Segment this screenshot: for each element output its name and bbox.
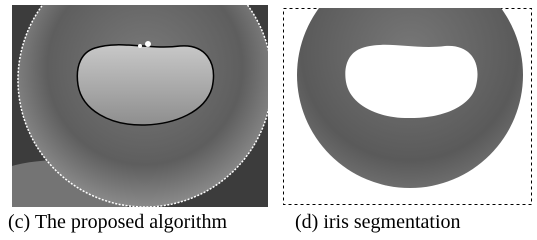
caption: (c) The proposed algorithm bbox=[8, 211, 227, 233]
segmentation-image bbox=[284, 0, 532, 205]
figure: (c) The proposed algorithm (d) iris segm… bbox=[0, 0, 537, 240]
eye-image bbox=[0, 0, 272, 220]
caption: (d) iris segmentation bbox=[295, 211, 461, 233]
